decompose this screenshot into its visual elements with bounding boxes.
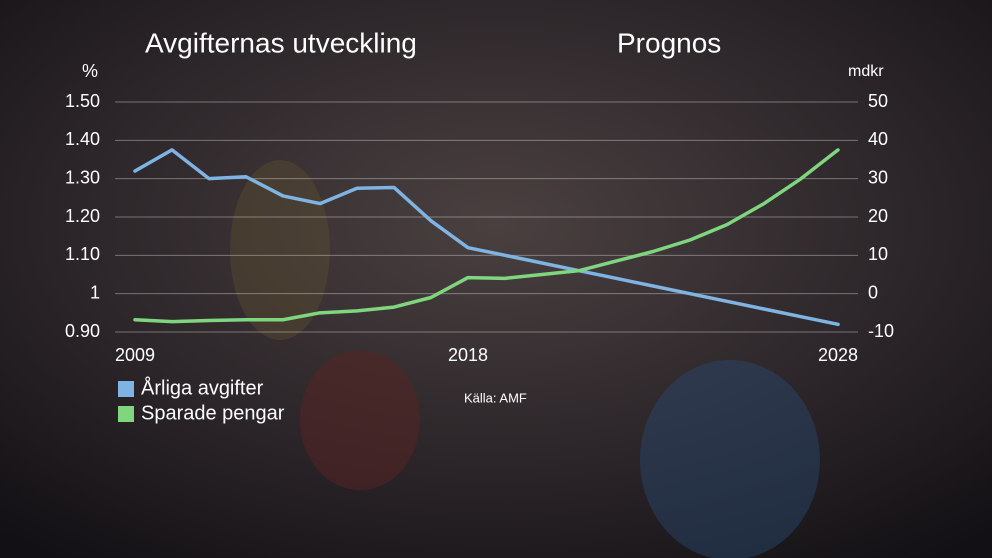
y2-axis-label: mdkr <box>848 63 884 80</box>
blur-shape <box>640 360 820 558</box>
y2-tick-label: 30 <box>868 167 888 187</box>
blur-shape <box>230 160 330 340</box>
series-line <box>133 148 840 327</box>
x-tick-label: 2028 <box>818 345 858 365</box>
y-tick-label: 1 <box>90 282 100 302</box>
series-line <box>133 148 840 324</box>
y2-tick-label: 40 <box>868 129 888 149</box>
chart-title: Avgifternas utveckling <box>145 27 417 58</box>
y-tick-label: 1.40 <box>65 129 100 149</box>
y2-tick-label: 10 <box>868 244 888 264</box>
y-tick-label: 1.20 <box>65 206 100 226</box>
legend-label: Sparade pengar <box>141 402 285 424</box>
y2-tick-label: 0 <box>868 282 878 302</box>
chart-subtitle: Prognos <box>617 27 721 58</box>
legend-swatch <box>118 406 134 422</box>
y-tick-label: 0.90 <box>65 321 100 341</box>
y-tick-label: 1.30 <box>65 167 100 187</box>
y2-tick-label: 20 <box>868 206 888 226</box>
y-axis-label: % <box>82 61 98 81</box>
legend-swatch <box>118 381 134 397</box>
y2-tick-label: 50 <box>868 91 888 111</box>
legend-label: Årliga avgifter <box>141 376 264 399</box>
y-tick-label: 1.50 <box>65 91 100 111</box>
y2-tick-label: -10 <box>868 321 894 341</box>
source: Källa: AMF <box>464 390 527 405</box>
x-tick-label: 2018 <box>448 345 488 365</box>
y-tick-label: 1.10 <box>65 244 100 264</box>
blur-shape <box>300 350 420 490</box>
x-tick-label: 2009 <box>115 345 155 365</box>
